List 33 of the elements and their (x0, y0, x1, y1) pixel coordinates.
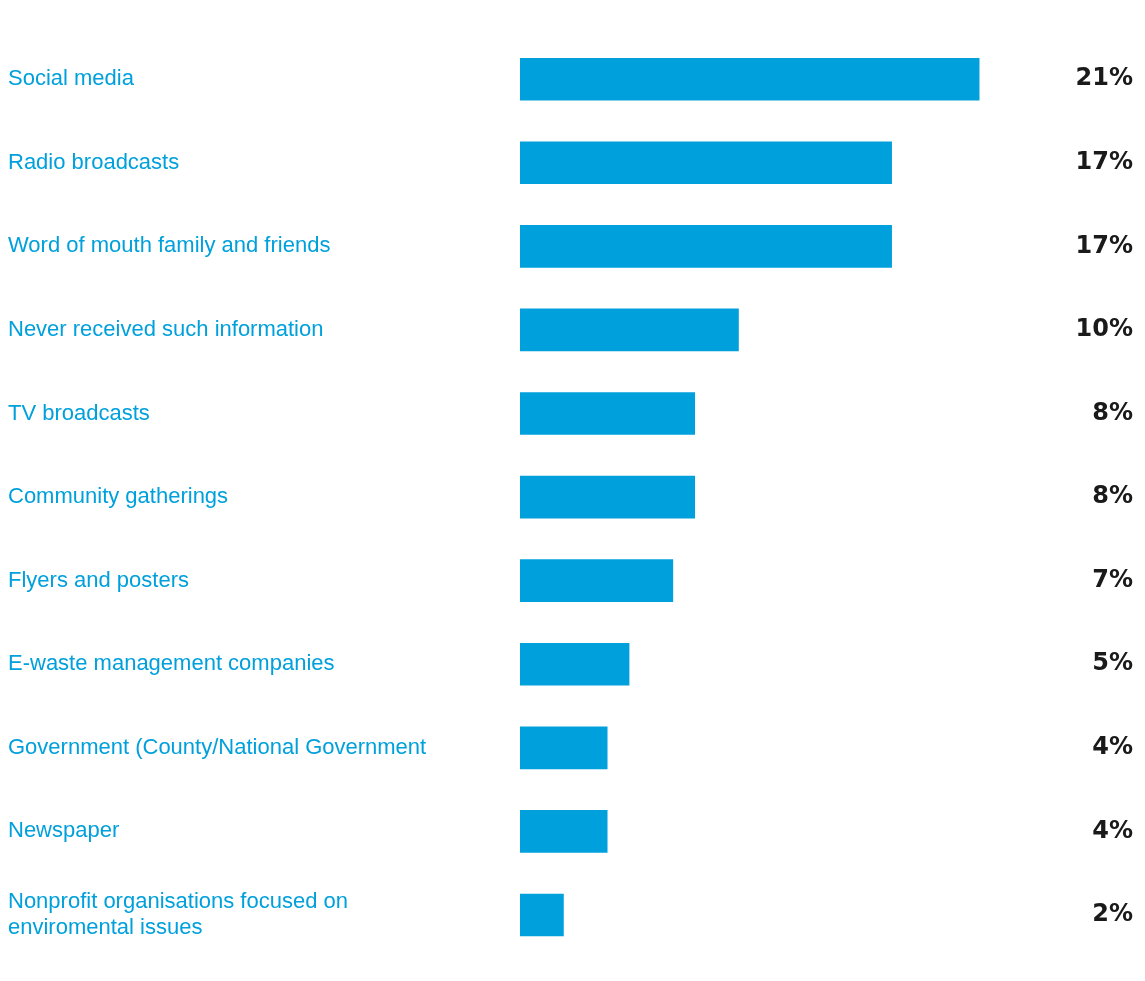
bar (520, 559, 674, 602)
data-label: 17% (1075, 147, 1133, 176)
y-tick-label: Radio broadcasts (8, 148, 180, 174)
bar (520, 475, 696, 519)
bar (520, 893, 564, 937)
data-label: 17% (1075, 230, 1133, 259)
y-tick-label: Community gatherings (8, 483, 229, 509)
data-label: 7% (1092, 564, 1133, 593)
data-label: 4% (1092, 732, 1133, 761)
y-tick-label: TV broadcasts (8, 399, 150, 425)
data-label: 2% (1092, 899, 1133, 928)
data-label: 8% (1092, 397, 1133, 426)
bar (520, 57, 980, 101)
bar (520, 392, 696, 435)
y-tick-label: Newspaper (8, 817, 120, 843)
data-label: 5% (1092, 648, 1133, 677)
bar (520, 810, 608, 853)
bar (520, 726, 608, 770)
y-tick-label: Nonprofit organisations focused on enviromental issues (8, 887, 348, 940)
data-label: 8% (1092, 481, 1133, 510)
bar (520, 308, 739, 352)
bar (520, 141, 892, 185)
y-tick-label: E-waste management companies (8, 650, 335, 676)
data-label: 10% (1075, 314, 1133, 343)
y-tick-label: Word of mouth family and friends (8, 232, 331, 258)
data-label: 21% (1075, 63, 1133, 92)
bar (520, 225, 892, 268)
y-tick-label: Social media (8, 65, 135, 91)
y-tick-label: Flyers and posters (8, 566, 189, 592)
data-label: 4% (1092, 815, 1133, 844)
y-tick-label: Never received such information (8, 316, 324, 341)
y-tick-label: Government (County/National Government (8, 733, 427, 759)
bar (520, 642, 630, 686)
